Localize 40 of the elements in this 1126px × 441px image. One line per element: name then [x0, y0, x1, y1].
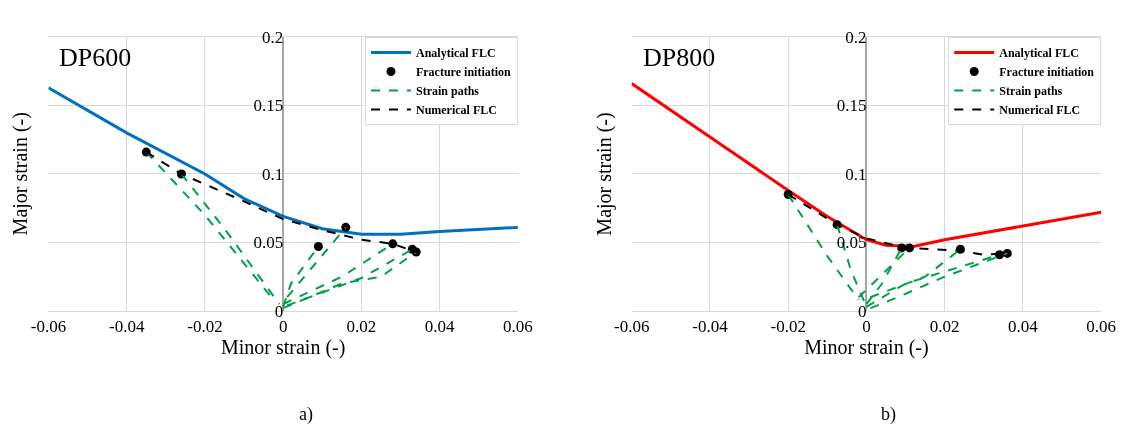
x-tick-label: -0.04	[108, 317, 145, 337]
y-tick-label: 0.1	[845, 164, 867, 184]
point	[388, 239, 398, 249]
y-tick-label: 0.1	[261, 164, 284, 184]
x-tick-label: -0.02	[770, 317, 806, 337]
chart-title: DP800	[643, 43, 716, 72]
legend-label: Numerical FLC	[999, 103, 1081, 118]
chart-title: DP600	[59, 43, 132, 72]
y-tick-label: 0.2	[261, 27, 284, 47]
x-tick-label: 0.06	[1086, 317, 1117, 337]
x-tick-label: -0.06	[613, 317, 650, 337]
y-tick-label: 0	[274, 301, 284, 321]
x-tick-label: -0.02	[187, 317, 223, 337]
line-series	[48, 86, 518, 236]
x-axis-title: Minor strain (-)	[804, 336, 929, 360]
x-tick-label: -0.06	[30, 317, 67, 337]
y-tick-label: 0.05	[253, 233, 284, 253]
x-tick-label: 0.04	[1008, 317, 1039, 337]
x-tick-label: 0.06	[503, 317, 533, 337]
x-tick-label: 0.04	[424, 317, 456, 337]
legend-label: Analytical FLC	[999, 46, 1079, 61]
legend-label: Strain paths	[999, 84, 1063, 99]
y-axis-title: Major strain (-)	[592, 112, 616, 236]
y-tick-label: 0	[857, 301, 867, 321]
y-tick-label: 0.15	[253, 96, 284, 116]
legend-label: Strain paths	[415, 84, 480, 99]
x-tick-label: -0.04	[692, 317, 729, 337]
y-tick-label: 0.15	[836, 96, 867, 116]
legend-label: Numerical FLC	[415, 103, 497, 118]
text: a)	[299, 404, 313, 425]
y-axis-title: Major strain (-)	[9, 112, 33, 236]
x-tick-label: 0.02	[929, 317, 960, 337]
y-tick-label: 0.2	[845, 27, 867, 47]
legend-label: Fracture initiation	[415, 65, 512, 80]
x-tick-label: 0.02	[346, 317, 377, 337]
text: b)	[881, 404, 896, 425]
y-tick-label: 0.05	[836, 233, 867, 253]
x-axis-title: Minor strain (-)	[220, 336, 346, 360]
legend-label: Fracture initiation	[999, 65, 1095, 80]
legend-label: Analytical FLC	[415, 46, 496, 61]
